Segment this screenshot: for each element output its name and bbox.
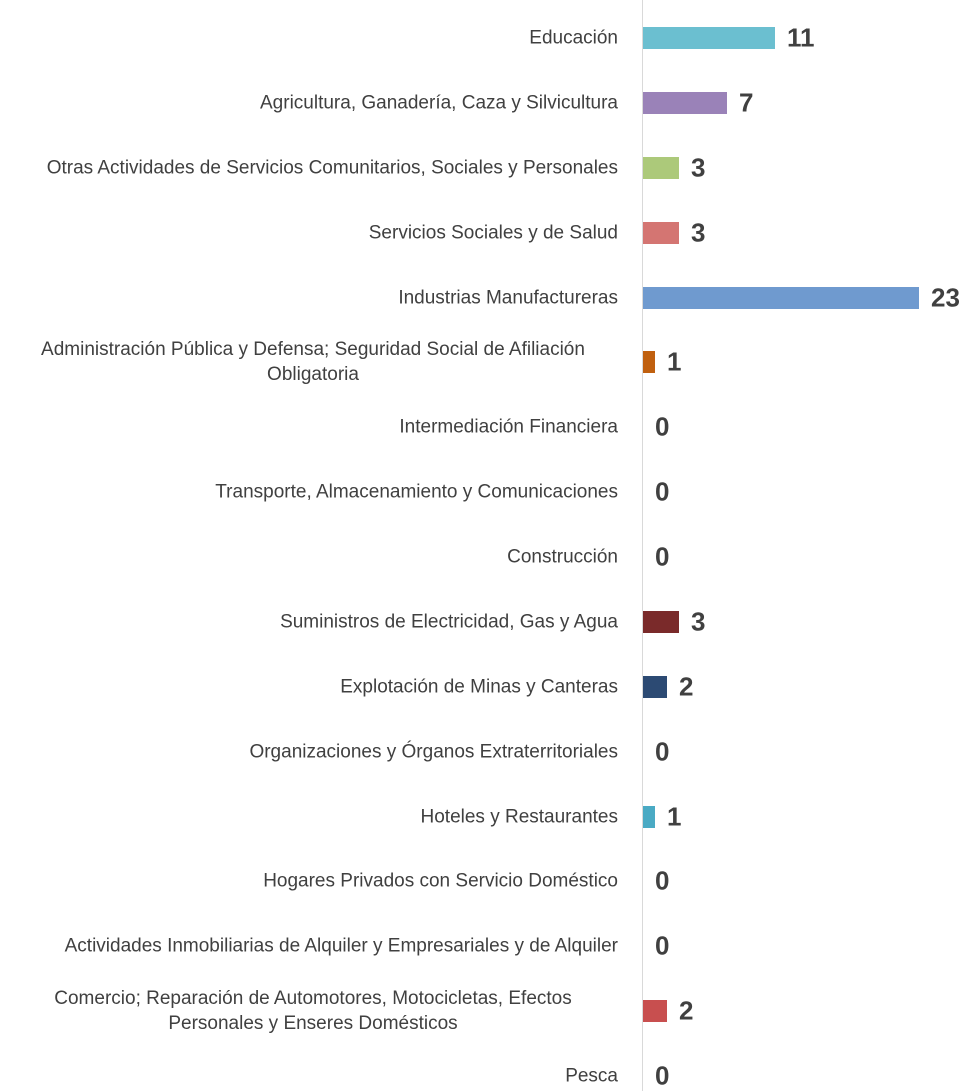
category-text: Transporte, Almacenamiento y Comunicacio… xyxy=(215,481,618,503)
bar xyxy=(643,286,919,309)
bar xyxy=(643,351,655,374)
category-label: Hogares Privados con Servicio Doméstico xyxy=(8,869,618,894)
category-text: Hogares Privados con Servicio Doméstico xyxy=(263,870,618,892)
category-text: Administración Pública y Defensa; Seguri… xyxy=(41,339,585,386)
category-label: Actividades Inmobiliarias de Alquiler y … xyxy=(8,934,618,959)
category-text: Intermediación Financiera xyxy=(399,416,618,438)
bar xyxy=(643,221,679,244)
bar xyxy=(643,156,679,179)
category-text: Suministros de Electricidad, Gas y Agua xyxy=(280,611,618,633)
category-label: Hoteles y Restaurantes xyxy=(8,804,619,829)
category-text: Educación xyxy=(529,27,618,49)
category-label: Explotación de Minas y Canteras xyxy=(8,674,618,699)
category-label: Intermediación Financiera xyxy=(8,415,618,440)
category-text: Hoteles y Restaurantes xyxy=(420,806,619,827)
value-label: 0 xyxy=(655,1060,670,1091)
category-text: Servicios Sociales y de Salud xyxy=(368,222,618,244)
category-text: Otras Actividades de Servicios Comunitar… xyxy=(46,157,618,179)
category-label: Agricultura, Ganadería, Caza y Silvicult… xyxy=(8,90,618,115)
category-text: Pesca xyxy=(565,1065,618,1087)
category-label: Organizaciones y Órganos Extraterritoria… xyxy=(8,739,618,764)
value-label: 0 xyxy=(655,476,670,507)
value-label: 3 xyxy=(691,217,706,248)
category-label: Pesca xyxy=(8,1064,618,1089)
category-text: Construcción xyxy=(507,546,618,568)
bar xyxy=(643,1000,667,1023)
value-label: 3 xyxy=(691,152,706,183)
category-label: Administración Pública y Defensa; Seguri… xyxy=(8,337,618,387)
bar xyxy=(643,91,727,114)
category-label: Educación xyxy=(8,26,618,51)
value-label: 2 xyxy=(679,671,694,702)
bar xyxy=(643,675,667,698)
value-label: 0 xyxy=(655,930,670,961)
value-label: 3 xyxy=(691,606,706,637)
category-text: Explotación de Minas y Canteras xyxy=(340,676,618,698)
bar xyxy=(643,610,679,633)
category-label: Transporte, Almacenamiento y Comunicacio… xyxy=(8,480,618,505)
category-text: Agricultura, Ganadería, Caza y Silvicult… xyxy=(260,92,618,114)
axis-line xyxy=(642,0,643,1091)
category-text: Organizaciones y Órganos Extraterritoria… xyxy=(249,741,618,763)
value-label: 2 xyxy=(679,995,694,1026)
category-label: Comercio; Reparación de Automotores, Mot… xyxy=(8,986,618,1036)
category-label: Suministros de Electricidad, Gas y Agua xyxy=(8,609,618,634)
category-text: Comercio; Reparación de Automotores, Mot… xyxy=(54,988,572,1035)
value-label: 0 xyxy=(655,541,670,572)
value-label: 0 xyxy=(655,411,670,442)
bar xyxy=(643,805,655,828)
value-label: 11 xyxy=(787,22,815,53)
value-label: 7 xyxy=(739,87,754,118)
category-label: Industrias Manufactureras xyxy=(8,285,618,310)
value-label: 1 xyxy=(667,801,682,831)
category-label: Servicios Sociales y de Salud xyxy=(8,220,618,245)
category-text: Actividades Inmobiliarias de Alquiler y … xyxy=(64,935,618,957)
category-label: Otras Actividades de Servicios Comunitar… xyxy=(8,155,618,180)
value-label: 23 xyxy=(931,282,960,312)
value-label: 0 xyxy=(655,736,670,767)
bar xyxy=(643,27,775,49)
value-label: 1 xyxy=(667,346,682,377)
value-label: 0 xyxy=(655,865,670,896)
category-text: Industrias Manufactureras xyxy=(398,287,618,308)
category-label: Construcción xyxy=(8,545,618,570)
